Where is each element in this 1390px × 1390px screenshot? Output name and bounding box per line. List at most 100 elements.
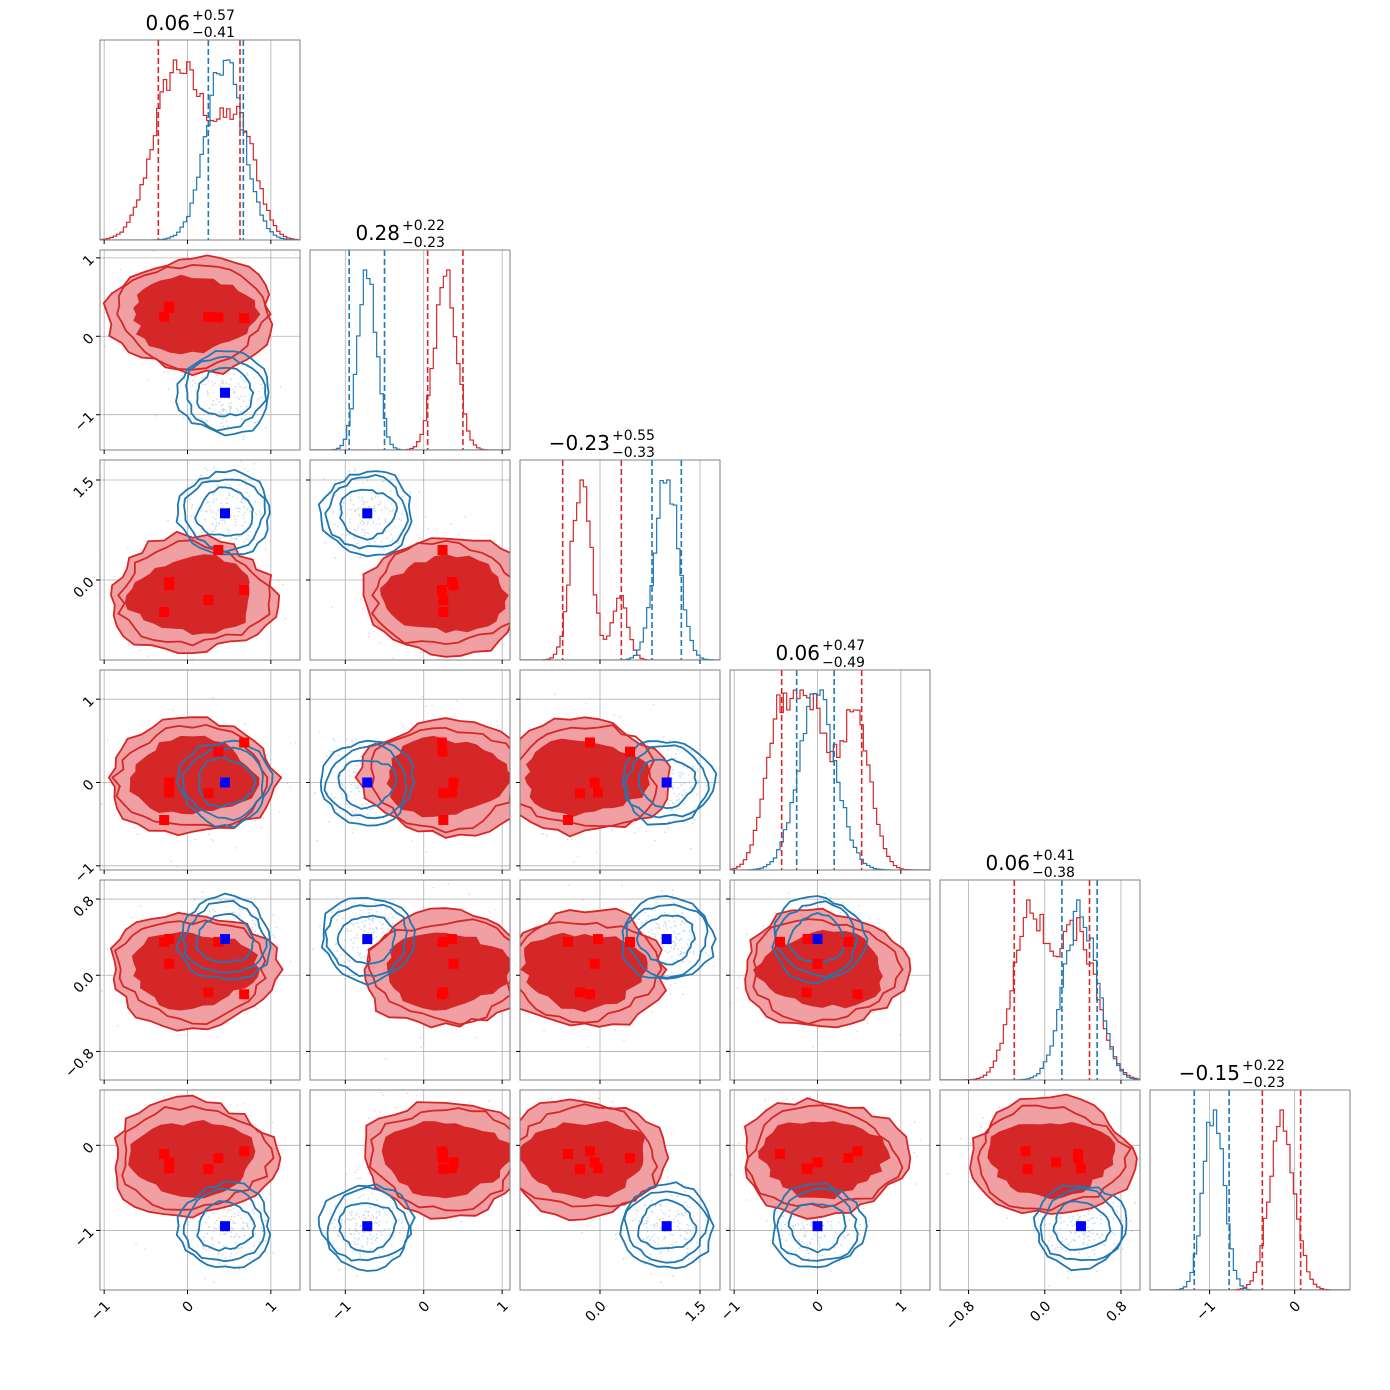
sample-point-blue [213, 499, 215, 501]
sample-point-blue [842, 1234, 844, 1237]
sample-point-blue [381, 1248, 384, 1250]
sample-point-blue [215, 518, 217, 520]
sample-point-blue [247, 534, 249, 537]
sample-point-blue [846, 1229, 848, 1232]
sample-point-blue [359, 761, 362, 764]
sample-point-blue [343, 978, 346, 981]
sample-point-blue [334, 1205, 337, 1207]
sample-point-blue [362, 1194, 364, 1196]
sample-point-blue [225, 410, 228, 412]
sample-point-blue [211, 381, 213, 383]
sample-point-blue [217, 1241, 220, 1243]
sample-point-blue [688, 781, 691, 783]
sample-point-red [512, 766, 514, 768]
sample-point-blue [662, 1212, 664, 1214]
marker-blue [220, 934, 230, 945]
sample-point-red [357, 926, 360, 928]
sample-point-blue [345, 803, 348, 806]
sample-point-red [651, 932, 654, 935]
sample-point-red [210, 838, 213, 841]
sample-point-blue [225, 1233, 227, 1235]
sample-point-red [545, 834, 548, 837]
sample-point-blue [225, 419, 228, 422]
sample-point-blue [666, 951, 669, 954]
sample-point-blue [784, 1223, 786, 1226]
sample-point-blue [692, 822, 694, 825]
sample-point-red [801, 1222, 803, 1224]
marker-blue [812, 1221, 823, 1232]
sample-point-blue [220, 422, 223, 424]
sample-point-blue [367, 947, 370, 949]
sample-point-blue [182, 416, 185, 419]
sample-point-blue [791, 1224, 794, 1227]
sample-point-blue [380, 509, 383, 511]
sample-point-red [856, 1030, 859, 1033]
sample-point-red [488, 1100, 490, 1103]
sample-point-red [170, 860, 172, 863]
sample-point-blue [686, 1223, 688, 1226]
sample-point-blue [333, 753, 336, 755]
sample-point-blue [244, 395, 246, 398]
sample-point-blue [225, 1245, 228, 1247]
sample-point-blue [257, 398, 260, 400]
sample-point-blue [356, 508, 359, 511]
sample-point-blue [1087, 1235, 1090, 1237]
sample-point-blue [369, 1206, 372, 1209]
sample-point-blue [234, 1222, 237, 1225]
sample-point-red [602, 897, 605, 900]
sample-point-blue [336, 775, 339, 777]
sample-point-blue [817, 906, 820, 908]
marker-blue [362, 1221, 373, 1232]
sample-point-blue [376, 1199, 378, 1201]
sample-point-blue [203, 375, 206, 378]
sample-point-blue [372, 520, 375, 523]
sample-point-blue [652, 1239, 655, 1242]
contour-blue-mid [181, 746, 264, 822]
sample-point-blue [344, 1198, 346, 1201]
sample-point-blue [279, 386, 282, 389]
sample-point-blue [1117, 1229, 1120, 1232]
sample-point-blue [385, 530, 387, 532]
sample-point-blue [224, 521, 226, 523]
sample-point-blue [354, 812, 356, 815]
contour-blue-outer [175, 892, 272, 981]
panel-title-value: 0.06 [775, 641, 820, 665]
sample-point-blue [354, 786, 357, 789]
sample-point-red [277, 580, 279, 582]
contour-blue-inner [198, 756, 257, 808]
sample-point-blue [816, 1234, 818, 1237]
contour-red-inner [524, 738, 650, 817]
sample-point-blue [333, 739, 336, 742]
y-tick-label: −0.8 [62, 1046, 97, 1081]
sample-point-blue [643, 1229, 646, 1232]
panel-background [310, 250, 510, 450]
sample-point-blue [352, 942, 355, 944]
sample-point-red [812, 1045, 814, 1048]
sample-point-blue [376, 537, 378, 540]
sample-point-blue [688, 930, 691, 933]
sample-point-blue [199, 1215, 201, 1218]
contour-blue-outer [619, 1181, 715, 1270]
sample-point-blue [336, 949, 338, 952]
sample-point-red [652, 703, 655, 706]
marker-red [164, 1157, 175, 1168]
sample-point-blue [227, 494, 230, 497]
sample-point-blue [340, 782, 343, 785]
sample-point-blue [245, 1222, 247, 1224]
sample-point-blue [261, 387, 264, 390]
sample-point-blue [1033, 1228, 1035, 1231]
sample-point-blue [248, 399, 251, 402]
sample-point-blue [645, 1221, 648, 1224]
sample-point-blue [242, 1228, 245, 1230]
panel-title-plus: +0.41 [1032, 848, 1075, 864]
sample-point-blue [668, 1250, 670, 1252]
x-tick-label: 1.5 [683, 1298, 710, 1325]
sample-point-blue [672, 816, 675, 819]
sample-point-blue [676, 1220, 679, 1222]
sample-point-blue [247, 470, 249, 473]
sample-point-blue [200, 418, 203, 420]
sample-point-blue [249, 1219, 251, 1221]
sample-point-red [368, 636, 370, 638]
sample-point-blue [826, 1220, 829, 1223]
sample-point-blue [371, 1242, 373, 1245]
